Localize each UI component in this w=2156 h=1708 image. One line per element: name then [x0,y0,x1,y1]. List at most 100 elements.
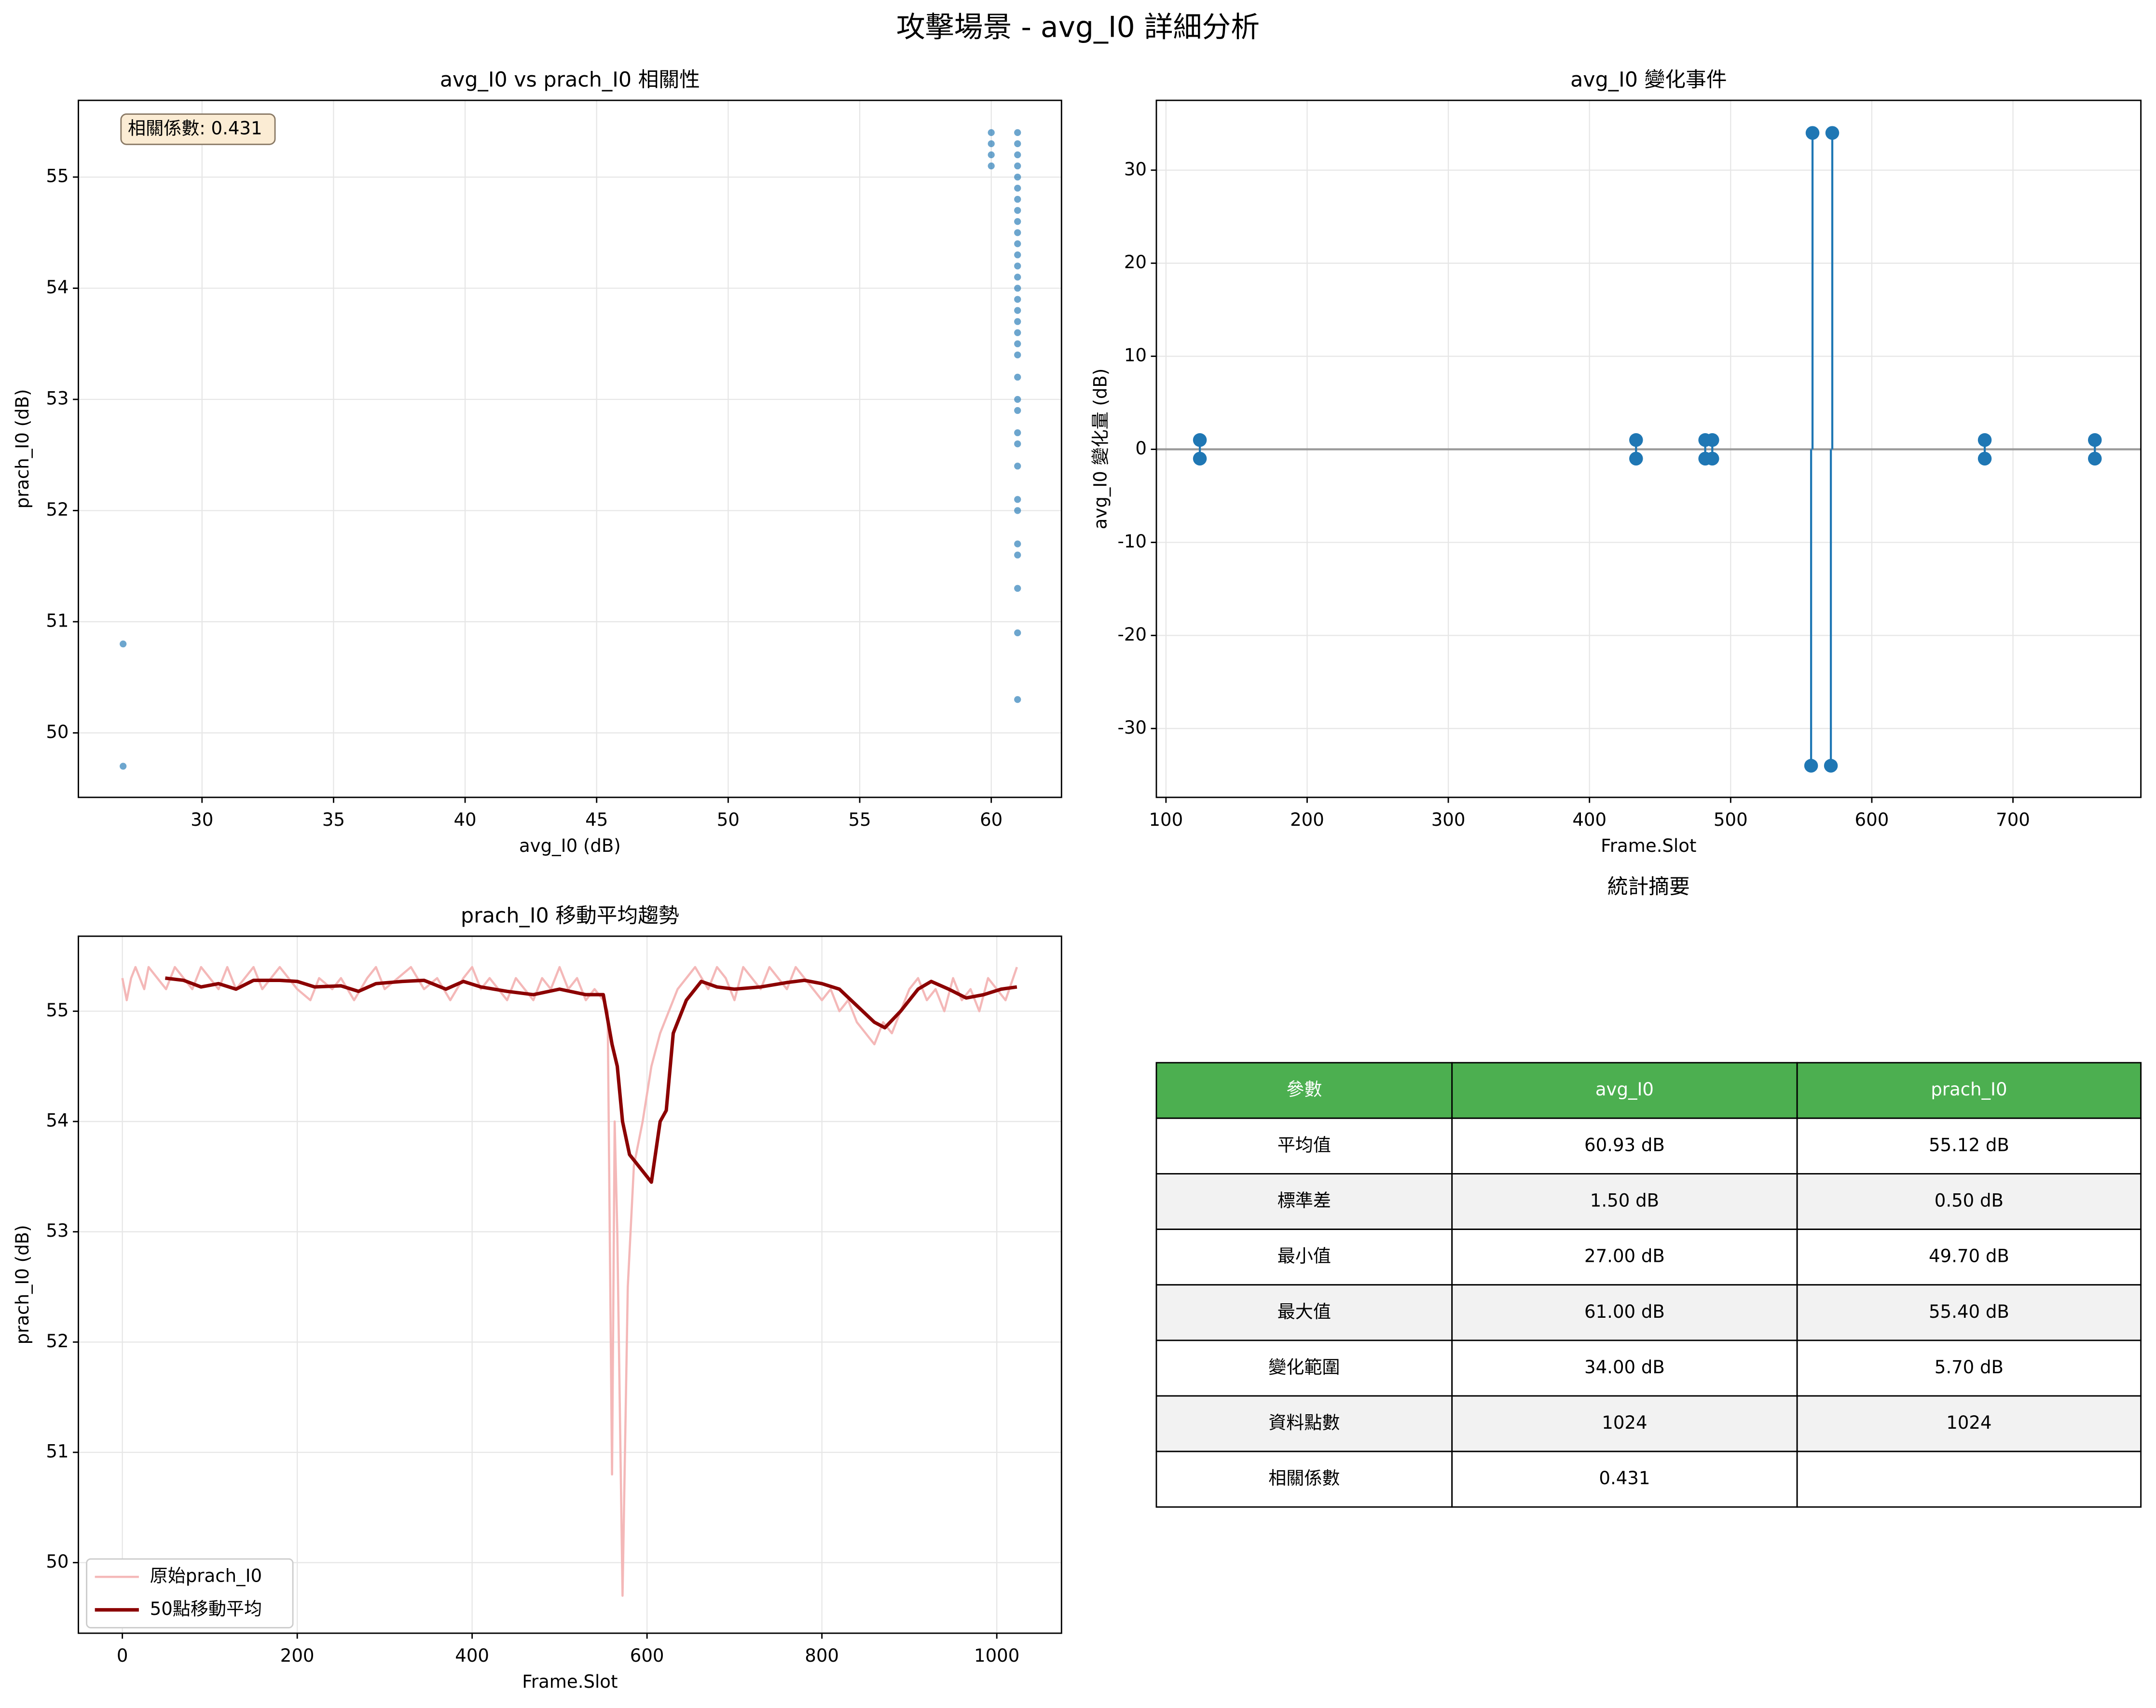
x-tick-label: 50 [717,809,740,830]
table-text: 61.00 dB [1584,1301,1665,1322]
point [1014,696,1021,703]
x-tick-label: 45 [585,809,608,830]
point [988,151,995,159]
x-tick-label: 40 [453,809,476,830]
table-text: 1024 [1946,1412,1991,1433]
table-cell [1796,1173,2142,1230]
table-text: 27.00 dB [1584,1246,1665,1267]
point [1014,251,1021,259]
point [1014,585,1021,592]
x-tick-label: 800 [805,1645,839,1666]
point [1014,351,1021,358]
axes-frame [78,935,1062,1634]
table-text: 1.50 dB [1590,1190,1659,1211]
table-cell [1451,1284,1798,1341]
point [1014,407,1021,414]
stem-marker [1705,433,1719,447]
y-tick-label: 54 [46,277,69,298]
stem-marker [1629,433,1643,447]
table-cell [1451,1229,1798,1286]
stem-marker [2088,433,2102,447]
point [1014,296,1021,303]
annotation: 相關係數: 0.431 [128,118,262,138]
table-text: 變化範圍 [1268,1357,1340,1378]
x-tick-label: 300 [1431,809,1466,830]
y-tick-label: 55 [46,166,69,187]
point [1014,207,1021,214]
stem-marker [1804,759,1818,773]
point [1014,507,1021,514]
x-axis-label: Frame.Slot [1601,835,1696,856]
y-tick-label: -20 [1117,624,1147,645]
point [1014,373,1021,381]
x-tick-label: 55 [848,809,871,830]
point [120,763,127,770]
y-tick-label: 54 [46,1110,69,1131]
point [988,162,995,170]
point [1014,318,1021,325]
point [1014,185,1021,192]
x-axis-label: Frame.Slot [522,1671,618,1692]
table-cell [1155,1339,1453,1397]
x-tick-label: 60 [980,809,1002,830]
x-tick-label: 200 [280,1645,315,1666]
y-tick-label: 51 [46,610,69,631]
table-cell [1451,1173,1798,1230]
y-tick-label: 30 [1124,159,1147,179]
stem-marker [1977,433,1992,447]
point [1014,151,1021,159]
table-text: 最小值 [1277,1246,1331,1267]
y-tick-label: 50 [46,722,69,742]
table-text: 最大值 [1277,1301,1331,1322]
point [1014,173,1021,181]
stem-marker [1629,451,1643,466]
x-axis-label: avg_I0 (dB) [519,835,621,856]
point [1014,629,1021,637]
x-tick-label: 400 [1572,809,1607,830]
table-header: 參數 [1286,1079,1322,1100]
y-tick-label: 20 [1124,252,1147,273]
x-tick-label: 400 [455,1645,489,1666]
point [1014,218,1021,225]
table-header: avg_I0 [1595,1079,1654,1100]
table-text: 55.40 dB [1929,1301,2009,1322]
subplot-title: prach_I0 移動平均趨勢 [461,904,679,928]
stem-marker [2088,451,2102,466]
y-axis-label: prach_I0 (dB) [12,389,33,509]
x-tick-label: 35 [322,809,345,830]
point [1014,129,1021,137]
point [988,129,995,137]
stem-marker [1193,451,1207,466]
point [1014,262,1021,270]
table-text: 34.00 dB [1584,1357,1665,1378]
point [1014,240,1021,247]
y-tick-label: 50 [46,1551,69,1572]
table-text: 49.70 dB [1929,1246,2009,1267]
point [1014,285,1021,292]
table-text: 5.70 dB [1935,1357,2004,1378]
stem-marker [1977,451,1992,466]
table-text: 平均值 [1277,1134,1331,1155]
x-tick-label: 200 [1290,809,1324,830]
x-tick-label: 30 [191,809,213,830]
axes-frame [1155,99,2142,798]
legend-label: 原始prach_I0 [150,1566,262,1586]
stem-marker [1193,433,1207,447]
point [1014,496,1021,503]
stem-marker [1824,759,1838,773]
x-tick-label: 700 [1996,809,2030,830]
x-tick-label: 600 [630,1645,664,1666]
table-text: 0.50 dB [1935,1190,2004,1211]
y-tick-label: 52 [46,499,69,520]
axes-frame [78,99,1062,798]
y-axis-label: prach_I0 (dB) [12,1225,33,1344]
y-tick-label: 10 [1124,345,1147,366]
table-text: 0.431 [1599,1468,1650,1489]
table-text: 1024 [1602,1412,1647,1433]
annotation-box [120,113,276,145]
point [1014,273,1021,281]
x-tick-label: 1000 [974,1645,1019,1666]
x-tick-label: 500 [1714,809,1748,830]
table-text: 標準差 [1277,1190,1331,1211]
